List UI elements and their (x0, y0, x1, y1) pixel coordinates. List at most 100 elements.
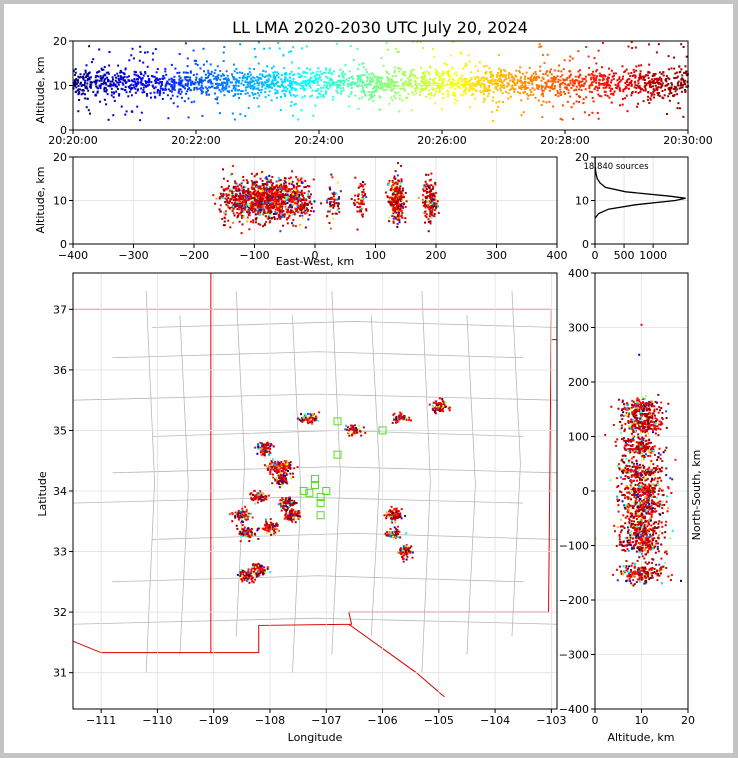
ew-height-point (423, 201, 426, 204)
time-height-point (428, 73, 431, 76)
time-height-point (89, 81, 92, 84)
time-height-point (483, 97, 486, 100)
time-height-point (140, 73, 143, 75)
time-height-point (638, 76, 641, 79)
ew-height-point (239, 194, 242, 197)
time-height-point (379, 96, 382, 99)
time-height-point (195, 73, 198, 76)
time-height-point (404, 89, 407, 92)
ew-height-point (263, 210, 266, 213)
ew-height-point (256, 185, 259, 188)
time-height-point (378, 108, 381, 111)
time-height-point (667, 95, 670, 98)
time-height-point (441, 108, 443, 111)
time-height-point (516, 78, 519, 81)
ew-height-point (232, 199, 235, 202)
time-height-point (199, 67, 202, 70)
time-height-point (187, 116, 190, 119)
time-height-point (378, 86, 381, 89)
time-height-point (473, 83, 476, 86)
time-height-point (595, 81, 598, 84)
ew-height-point (262, 205, 265, 208)
ew-height-point (359, 207, 362, 210)
ew-height-point (298, 194, 301, 196)
time-height-point (643, 85, 646, 88)
ew-height-point (253, 210, 256, 213)
ew-height-point (429, 222, 432, 225)
time-height-point (515, 75, 518, 78)
time-height-point (604, 83, 607, 86)
ew-height-point (303, 208, 306, 211)
ew-height-point (291, 170, 294, 173)
ew-height-point (276, 191, 279, 194)
time-height-point (155, 80, 158, 83)
time-height-point (74, 91, 77, 94)
ew-height-point (253, 198, 256, 201)
plan-view-source-point (273, 462, 276, 464)
time-height-point (482, 76, 485, 79)
time-height-point (107, 84, 110, 87)
ew-height-point (435, 205, 438, 208)
plan-view-source-point (243, 533, 246, 536)
time-height-point (274, 88, 277, 91)
time-height-point (385, 85, 388, 88)
time-height-point (421, 78, 424, 81)
time-height-point (190, 82, 192, 85)
time-height-point (180, 90, 183, 93)
time-height-point (257, 87, 260, 90)
time-height-point (144, 71, 147, 73)
time-height-point (520, 85, 523, 88)
time-height-point (485, 78, 488, 81)
ew-height-point (277, 200, 280, 203)
time-height-point (435, 71, 438, 74)
plan-view-source-point (265, 446, 268, 449)
time-height-point (196, 63, 199, 66)
time-height-point (184, 42, 187, 45)
time-height-point (553, 75, 556, 78)
ew-height-point (233, 196, 235, 199)
time-height-point (318, 93, 321, 95)
time-height-point (685, 55, 688, 58)
ew-height-point (251, 181, 254, 184)
ew-height-point (298, 191, 301, 194)
time-height-point (571, 79, 574, 82)
ew-height-point (259, 204, 262, 207)
ew-height-point (255, 197, 258, 200)
ew-height-point (290, 198, 293, 200)
ew-height-point (278, 207, 281, 210)
time-height-point (395, 84, 398, 87)
ew-height-point (246, 211, 249, 213)
time-height-point (291, 82, 293, 85)
time-height-point (597, 117, 600, 120)
plan-view-source-point (247, 512, 250, 515)
time-height-point (637, 82, 640, 85)
ew-height-point (304, 179, 307, 182)
time-height-point (176, 105, 179, 108)
time-height-point (637, 79, 640, 82)
time-height-point (400, 68, 403, 71)
ew-height-point (252, 183, 255, 186)
time-height-point (366, 77, 369, 80)
time-height-point (368, 73, 371, 76)
time-height-point (339, 68, 342, 71)
ew-height-point (240, 195, 243, 198)
time-height-point (573, 89, 576, 92)
ew-height-point (237, 215, 239, 217)
time-height-point (634, 74, 637, 77)
time-height-point (685, 85, 688, 88)
ew-height-point (392, 217, 395, 220)
time-height-point (425, 70, 428, 73)
ew-height-point (399, 209, 402, 212)
time-height-point (454, 83, 457, 86)
plan-view-source-point (265, 444, 268, 446)
plan-view-source-point (262, 448, 264, 451)
time-height-point (94, 76, 97, 79)
ew-height-point (424, 221, 426, 224)
time-height-point (635, 87, 638, 90)
ew-height-point (333, 191, 336, 194)
ew-height-point (233, 202, 236, 205)
time-height-point (356, 79, 359, 82)
plan-view-source-point (240, 515, 243, 518)
ew-height-point (254, 206, 257, 209)
